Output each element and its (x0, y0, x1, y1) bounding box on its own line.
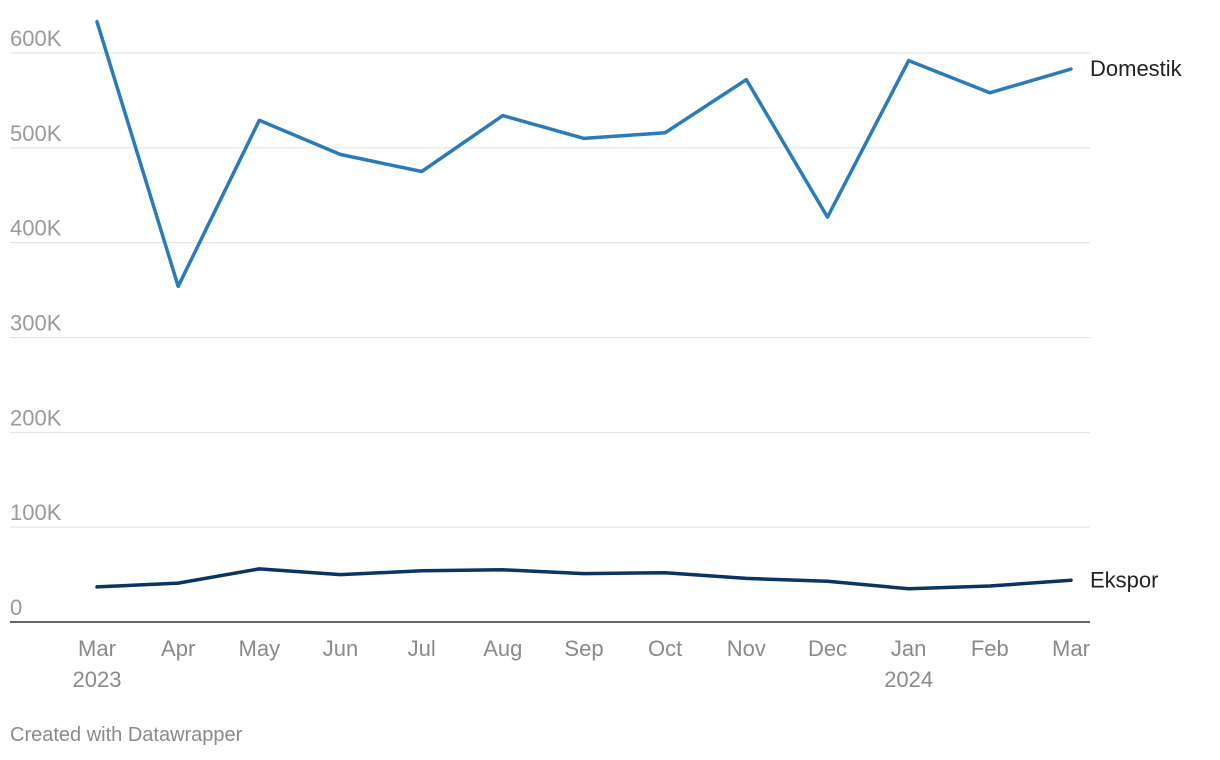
x-tick-label: Mar (78, 636, 116, 661)
y-tick-label: 600K (10, 26, 62, 51)
series-line-ekspor (95, 567, 1073, 591)
x-tick-label: Mar (1052, 636, 1090, 661)
series-label-domestik: Domestik (1090, 56, 1183, 81)
grid-layer (10, 52, 1090, 623)
x-tick-label: Jan (891, 636, 926, 661)
y-tick-label: 500K (10, 121, 62, 146)
chart-credit: Created with Datawrapper (10, 724, 243, 746)
y-tick-label: 0 (10, 595, 22, 620)
x-tick-label: Nov (727, 636, 766, 661)
series-layer (95, 19, 1073, 591)
x-axis-ticks: Mar 2023 Apr May Jun Jul Aug Sep Oct Nov Dec Jan 202… (73, 636, 1090, 692)
line-chart: 0 100K 200K 300K 400K 500K 600K Mar 2023 Apr May J… (10, 19, 1183, 692)
x-tick-label: Aug (483, 636, 522, 661)
y-tick-label: 100K (10, 500, 62, 525)
y-tick-label: 400K (10, 216, 62, 241)
series-label-ekspor: Ekspor (1090, 567, 1158, 592)
x-tick-label: Oct (648, 636, 682, 661)
x-tick-label: May (239, 636, 281, 661)
x-tick-label: Jul (408, 636, 436, 661)
y-tick-label: 200K (10, 405, 62, 430)
y-tick-label: 300K (10, 311, 62, 336)
x-tick-label: Feb (971, 636, 1009, 661)
x-tick-label: Sep (564, 636, 603, 661)
x-tick-year-label: 2023 (73, 667, 122, 692)
x-tick-year-label: 2024 (884, 667, 933, 692)
x-tick-label: Dec (808, 636, 847, 661)
series-line-domestik (95, 19, 1073, 289)
y-axis-ticks: 0 100K 200K 300K 400K 500K 600K (10, 26, 62, 620)
series-labels: Domestik Ekspor (1090, 56, 1183, 592)
x-tick-label: Apr (161, 636, 195, 661)
x-tick-label: Jun (323, 636, 358, 661)
